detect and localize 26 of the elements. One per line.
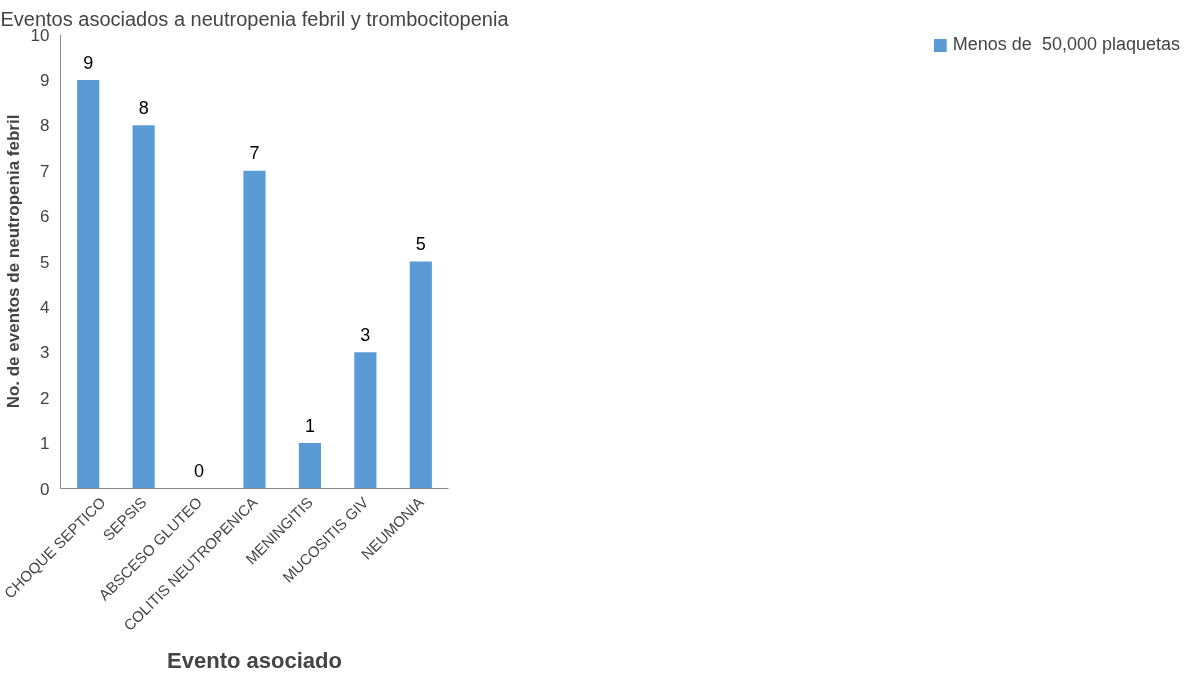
data-label: 9 [83, 52, 94, 73]
y-tick-label: 6 [40, 207, 50, 227]
y-tick-label: 3 [40, 343, 50, 363]
y-tick-label: 2 [40, 388, 50, 408]
y-tick-label: 1 [40, 434, 50, 454]
y-tick-label: 7 [40, 161, 50, 181]
bar [409, 261, 432, 489]
data-label: 8 [138, 97, 149, 118]
y-tick-label: 8 [40, 116, 50, 136]
bar [132, 125, 155, 489]
bar [77, 79, 100, 489]
bar [243, 170, 266, 489]
x-axis-title: Evento asociado [167, 648, 342, 673]
data-label: 7 [249, 143, 260, 164]
y-tick-label: 9 [40, 70, 50, 90]
y-tick-label: 4 [40, 297, 50, 317]
bar [354, 352, 377, 489]
bar [298, 443, 322, 489]
data-label: 0 [194, 461, 205, 482]
data-label: 1 [304, 415, 315, 436]
y-tick-label: 5 [40, 252, 50, 272]
legend-label: Menos de 50,000 plaquetas [952, 34, 1180, 55]
y-tick-label: 0 [40, 479, 50, 499]
data-label: 3 [360, 324, 371, 345]
y-axis-title: No. de eventos de neutropenia febril [3, 114, 23, 409]
data-label: 5 [415, 234, 426, 255]
